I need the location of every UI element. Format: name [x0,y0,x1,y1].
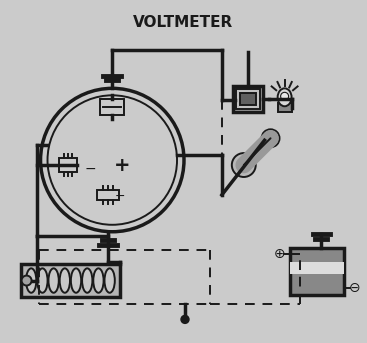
Text: +: + [114,155,131,175]
Circle shape [238,159,250,171]
Circle shape [281,92,288,100]
Ellipse shape [60,268,70,293]
Text: ⊖: ⊖ [349,281,360,295]
Circle shape [262,129,280,147]
Bar [21,264,120,297]
Text: −: − [84,162,96,176]
Circle shape [181,316,189,323]
Ellipse shape [71,268,81,293]
Ellipse shape [278,88,292,106]
Circle shape [22,275,32,285]
Ellipse shape [82,268,92,293]
Bar [290,248,344,296]
Ellipse shape [37,268,48,293]
Text: −: − [115,190,126,203]
Bar [97,190,119,200]
Text: ⊕: ⊕ [274,247,286,261]
Bar [236,89,260,109]
Bar [278,103,292,112]
Bar [290,262,344,274]
Circle shape [266,133,276,143]
Ellipse shape [105,268,115,293]
Bar [233,86,263,112]
Ellipse shape [26,268,36,293]
Bar [100,99,124,115]
Circle shape [232,153,256,177]
Ellipse shape [93,268,103,293]
Bar [59,158,77,172]
Ellipse shape [48,268,59,293]
Text: VOLTMETER: VOLTMETER [133,15,233,29]
Bar [240,93,256,105]
